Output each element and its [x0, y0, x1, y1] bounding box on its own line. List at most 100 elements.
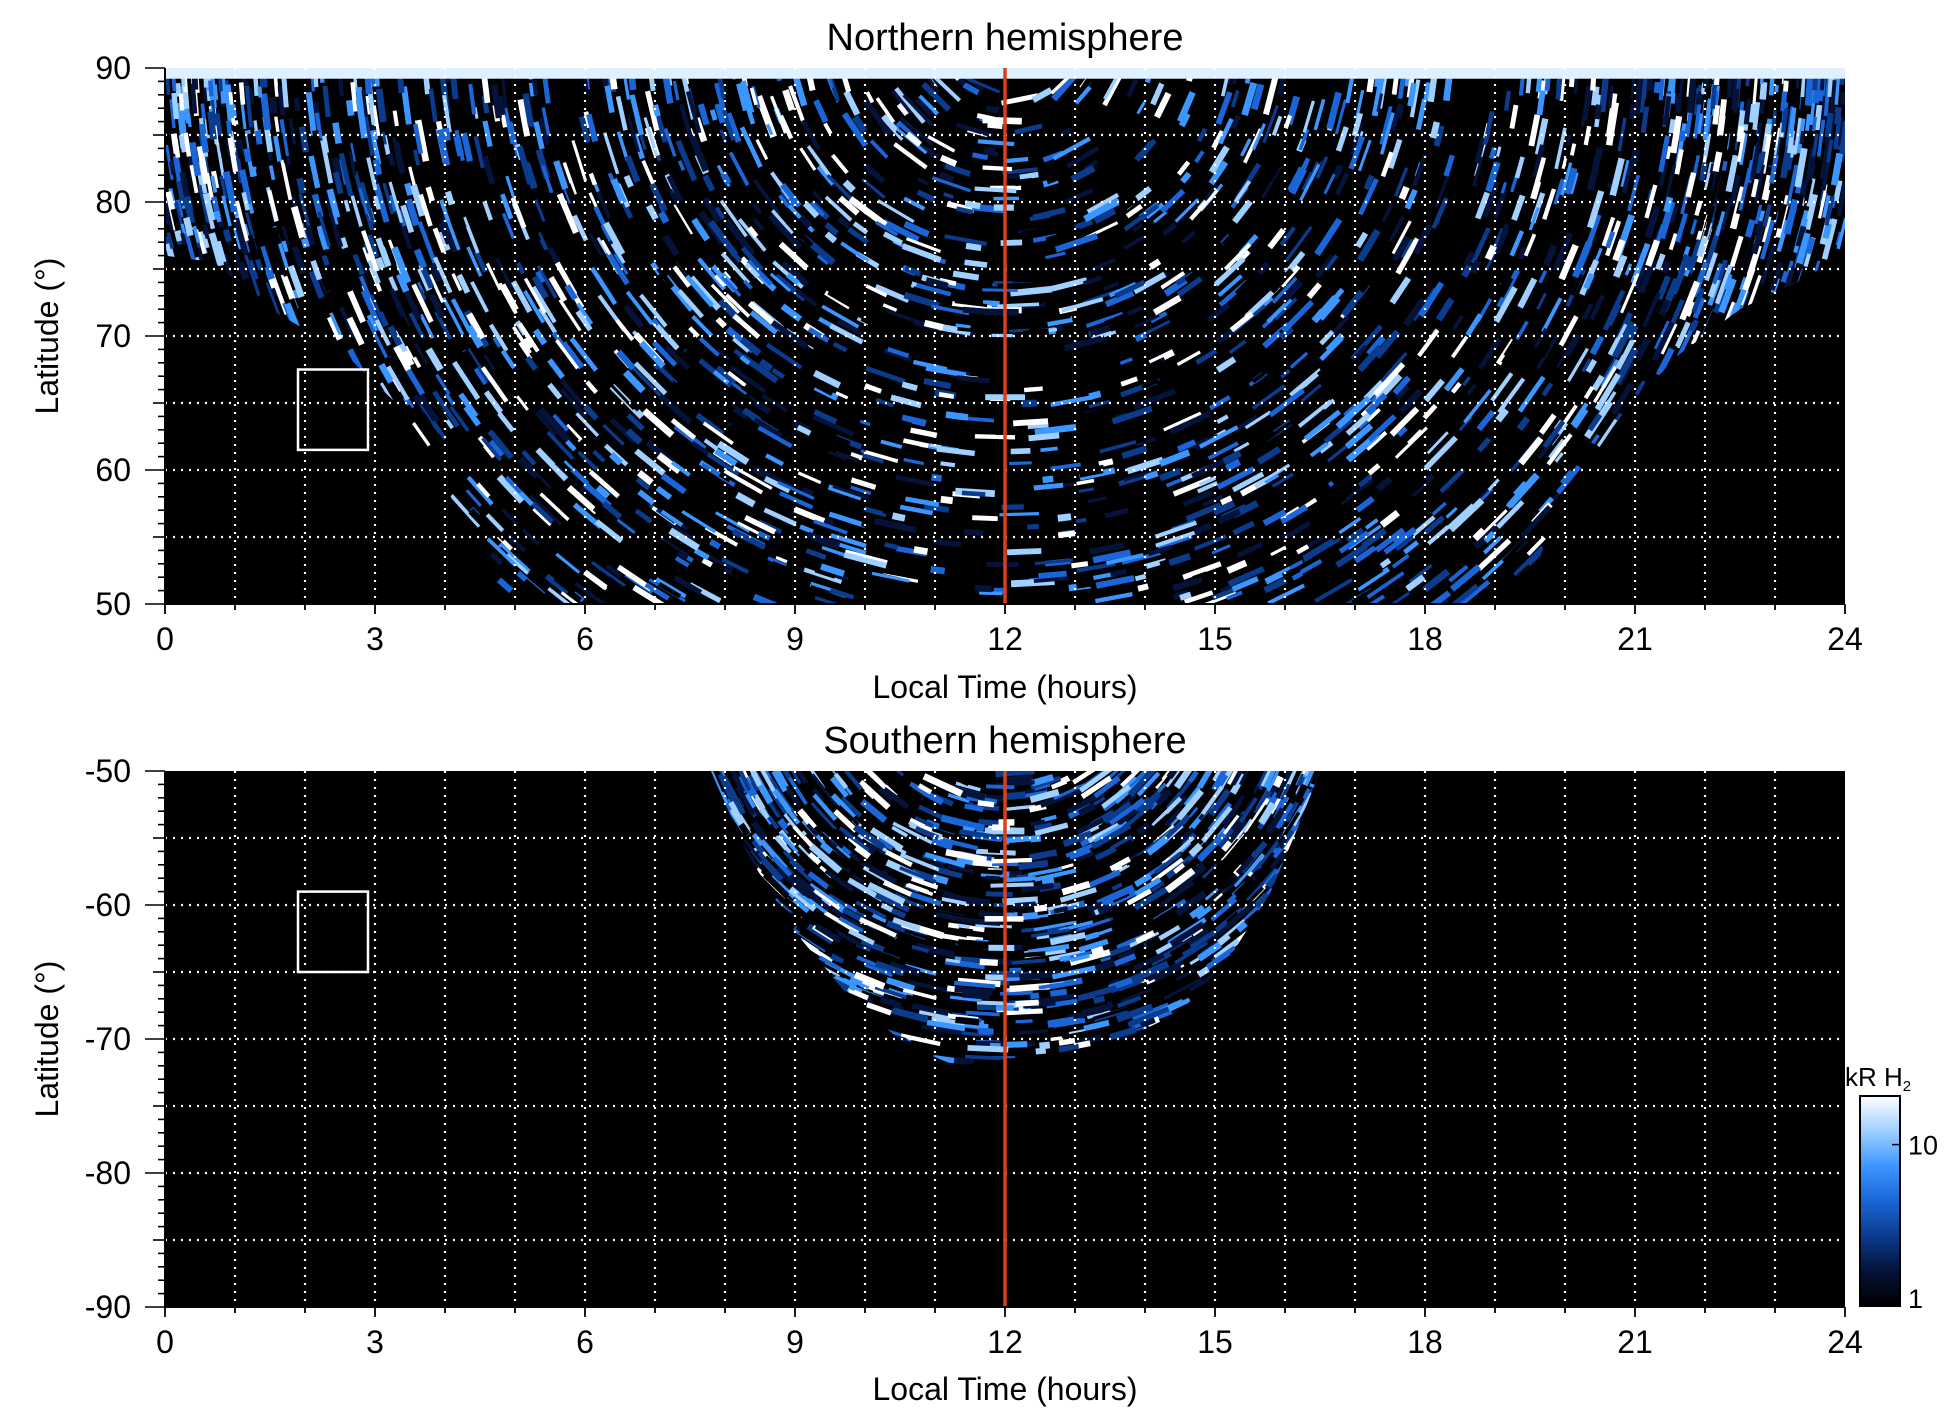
emission-streak — [954, 980, 996, 989]
emission-streak — [1814, 260, 1821, 273]
emission-streak — [529, 209, 544, 236]
emission-streak — [1082, 408, 1108, 418]
emission-streak — [1158, 449, 1191, 467]
emission-streak — [1031, 87, 1053, 103]
emission-streak — [1189, 957, 1200, 966]
emission-streak — [818, 955, 842, 971]
emission-streak — [1774, 137, 1781, 156]
emission-streak — [481, 436, 503, 462]
emission-streak — [1005, 156, 1029, 164]
emission-streak — [553, 160, 569, 190]
emission-streak — [1115, 1028, 1144, 1041]
emission-streak — [838, 195, 860, 216]
emission-streak — [1361, 527, 1388, 549]
emission-streak — [615, 95, 628, 131]
emission-streak — [495, 257, 513, 288]
emission-streak — [1217, 508, 1241, 525]
emission-streak — [465, 324, 484, 349]
emission-streak — [432, 227, 447, 254]
emission-streak — [419, 289, 427, 301]
emission-streak — [908, 891, 942, 907]
emission-streak — [1611, 382, 1634, 415]
emission-streak — [720, 496, 759, 521]
emission-streak — [466, 475, 494, 506]
emission-streak — [555, 552, 581, 574]
emission-streak — [1197, 771, 1220, 789]
emission-streak — [802, 201, 820, 219]
emission-streak — [1093, 820, 1129, 844]
emission-streak — [813, 409, 838, 425]
emission-streak — [530, 500, 556, 524]
emission-streak — [754, 812, 775, 837]
emission-streak — [395, 229, 410, 257]
emission-streak — [800, 119, 821, 151]
emission-streak — [1435, 409, 1456, 432]
emission-streak — [322, 248, 342, 291]
emission-streak — [1256, 261, 1271, 276]
emission-streak — [576, 442, 601, 467]
colorbar-unit-subscript: 2 — [1903, 1078, 1911, 1095]
emission-streak — [1086, 869, 1122, 889]
emission-streak — [958, 1031, 992, 1037]
emission-streak — [1344, 423, 1374, 450]
emission-streak — [1795, 225, 1807, 248]
emission-streak — [755, 851, 784, 882]
emission-streak — [1655, 347, 1675, 377]
emission-streak — [1647, 188, 1654, 201]
emission-streak — [1109, 856, 1132, 872]
emission-streak — [1357, 344, 1383, 373]
emission-streak — [577, 449, 599, 472]
y-tick-label: -80 — [85, 1155, 131, 1191]
emission-streak — [888, 985, 919, 1000]
emission-streak — [1218, 117, 1234, 145]
emission-streak — [1057, 513, 1072, 522]
emission-streak — [279, 118, 290, 157]
emission-streak — [677, 289, 704, 319]
emission-streak — [1101, 784, 1132, 809]
emission-streak — [1469, 259, 1482, 275]
emission-streak — [794, 288, 818, 307]
emission-streak — [388, 276, 399, 292]
emission-streak — [1675, 212, 1689, 243]
emission-streak — [1394, 167, 1409, 197]
emission-streak — [1037, 908, 1049, 916]
emission-streak — [1597, 283, 1618, 323]
emission-streak — [1211, 544, 1231, 555]
emission-streak — [1260, 771, 1273, 787]
emission-streak — [751, 820, 768, 840]
emission-streak — [1523, 233, 1537, 257]
emission-streak — [1166, 771, 1181, 780]
emission-streak — [1674, 76, 1681, 94]
emission-streak — [1193, 534, 1228, 551]
emission-streak — [639, 340, 666, 369]
emission-streak — [1363, 174, 1375, 190]
emission-streak — [1723, 273, 1733, 290]
emission-streak — [895, 474, 935, 488]
emission-streak — [452, 205, 467, 230]
emission-streak — [1581, 303, 1594, 321]
emission-streak — [1348, 135, 1366, 170]
emission-streak — [850, 477, 877, 490]
emission-streak — [1159, 188, 1186, 214]
emission-streak — [257, 86, 263, 98]
emission-streak — [1535, 334, 1559, 370]
emission-streak — [560, 379, 585, 408]
emission-streak — [1103, 73, 1120, 100]
emission-streak — [640, 527, 680, 558]
emission-streak — [1007, 958, 1046, 965]
emission-streak — [326, 188, 341, 219]
emission-streak — [940, 495, 954, 505]
emission-streak — [1132, 271, 1167, 295]
emission-streak — [1451, 315, 1464, 331]
emission-streak — [1281, 520, 1312, 541]
y-tick-label: 60 — [95, 452, 131, 488]
emission-streak — [200, 103, 209, 120]
emission-streak — [914, 815, 934, 828]
emission-streak — [957, 548, 1002, 557]
emission-streak — [1379, 509, 1400, 528]
emission-streak — [415, 264, 433, 292]
emission-streak — [703, 438, 719, 451]
emission-streak — [818, 830, 838, 849]
emission-streak — [955, 781, 981, 792]
y-tick-label: 70 — [95, 318, 131, 354]
